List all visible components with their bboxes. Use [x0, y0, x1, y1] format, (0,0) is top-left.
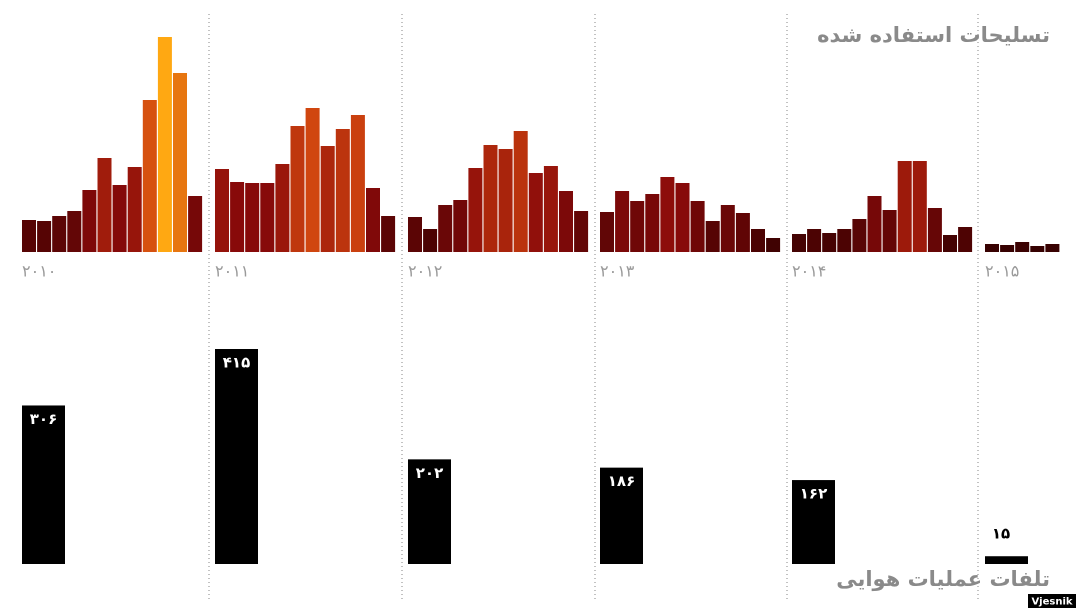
x-tick-label: ۲۰۱۱: [215, 262, 249, 281]
bar: [837, 229, 852, 252]
bar: [230, 182, 245, 252]
bar: [173, 73, 187, 252]
bar: [958, 227, 973, 252]
credit-badge: [1028, 594, 1076, 608]
bar: [127, 167, 142, 252]
bar: [574, 211, 589, 252]
bar: [985, 244, 999, 252]
bar: [912, 161, 927, 252]
bar: [751, 229, 765, 252]
bar: [543, 166, 558, 252]
bar: [320, 146, 335, 252]
bar: [142, 100, 157, 252]
bar: [408, 459, 451, 564]
bar: [215, 169, 229, 252]
bar: [438, 205, 453, 252]
bar: [720, 205, 735, 252]
bar: [882, 210, 897, 252]
chart-title: تسلیحات استفاده شده: [817, 23, 1050, 47]
bar: [528, 173, 543, 252]
separators: [208, 14, 979, 600]
x-tick-label: ۲۰۱۰: [22, 262, 56, 281]
bar: [37, 221, 52, 252]
bar: [423, 229, 438, 252]
x-tick-label: ۲۰۱۲: [408, 262, 442, 281]
x-tick-label: ۲۰۱۳: [600, 262, 635, 281]
bar: [1015, 242, 1030, 252]
bar: [112, 185, 127, 252]
bar: [867, 196, 882, 252]
bar: [483, 145, 498, 252]
bar: [275, 164, 290, 252]
value-label: ۳۰۶: [30, 410, 57, 428]
bar: [852, 219, 867, 252]
bar: [1030, 246, 1045, 252]
bar: [215, 349, 258, 564]
bar: [97, 158, 112, 252]
bar: [943, 235, 957, 252]
bar: [630, 201, 645, 252]
bar: [67, 211, 82, 252]
bar: [335, 129, 350, 252]
bar: [52, 216, 67, 252]
bar: [985, 556, 1028, 564]
bar: [705, 221, 720, 252]
bar: [366, 188, 380, 252]
value-label: ۲۰۲: [416, 464, 443, 482]
bar: [22, 220, 36, 252]
value-label: ۱۶۲: [800, 485, 827, 503]
bar: [675, 183, 690, 252]
bar: [645, 194, 660, 252]
bar: [615, 191, 630, 252]
bar: [453, 200, 468, 252]
bar: [513, 131, 528, 252]
bar: [559, 191, 573, 252]
bar: [82, 190, 97, 252]
bar: [408, 217, 422, 252]
bar: [600, 467, 643, 564]
bar: [381, 216, 396, 252]
chart-title: تلفات عملیات هوایی: [836, 567, 1050, 591]
bar: [807, 229, 822, 252]
bar: [350, 115, 365, 252]
bar: [498, 149, 513, 252]
bar: [600, 212, 614, 252]
bar: [22, 405, 65, 564]
bar: [927, 208, 942, 252]
bar: [260, 183, 275, 252]
bar: [660, 177, 675, 252]
bar: [157, 37, 172, 252]
bar: [1000, 245, 1015, 252]
bar: [735, 213, 750, 252]
bar: [822, 233, 837, 252]
bar: [468, 168, 483, 252]
bar: [766, 238, 781, 252]
x-tick-label: ۲۰۱۴: [792, 262, 826, 281]
value-label: ۱۸۶: [608, 472, 635, 490]
bar: [1045, 244, 1060, 252]
x-tick-label: ۲۰۱۵: [985, 262, 1019, 281]
credit: Vjesnik: [1031, 597, 1072, 608]
bar: [305, 108, 320, 252]
bar: [188, 196, 203, 252]
bar: [897, 161, 912, 252]
bar: [792, 480, 835, 564]
bar: [245, 183, 260, 252]
bar: [792, 234, 806, 252]
bar: [290, 126, 305, 252]
value-label: ۱۵: [992, 525, 1010, 543]
bar: [690, 201, 705, 252]
value-label: ۴۱۵: [223, 354, 250, 372]
